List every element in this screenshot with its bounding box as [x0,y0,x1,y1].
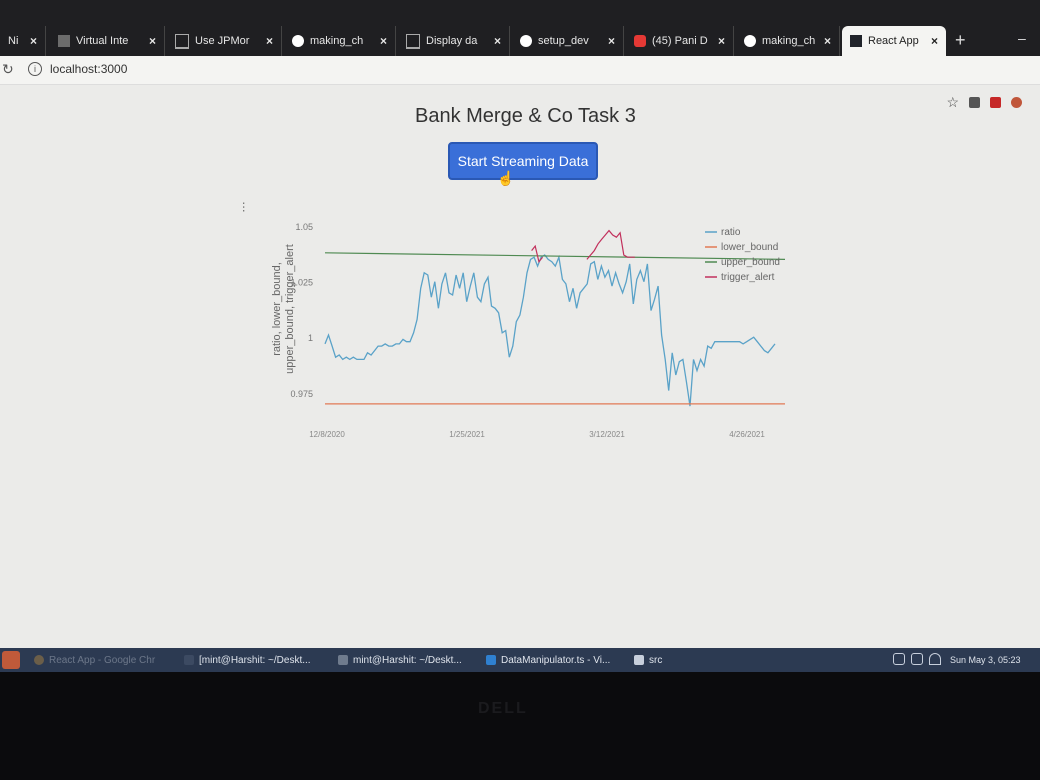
y-tick-label: 1 [308,333,313,343]
info-icon[interactable]: i [28,62,42,76]
tab-6[interactable]: (45) Pani D × [626,26,734,56]
reload-icon[interactable]: ↻ [2,61,14,77]
tab-label: (45) Pani D [652,35,708,47]
series-line-upper-bound [324,252,786,260]
triangle-icon [175,33,189,49]
x-tick-label: 1/25/2021 [449,430,485,439]
series-line-trigger-alert [531,229,635,264]
taskbar-item-folder[interactable]: src [634,648,694,672]
tab-label: making_ch [310,35,364,47]
tab-close-icon[interactable]: × [930,34,938,48]
tab-close-icon[interactable]: × [148,34,156,48]
tab-close-icon[interactable]: × [29,34,37,48]
youtube-icon [634,35,646,47]
tab-strip: Ni × Virtual Inte × Use JPMor × making_c… [0,0,1040,56]
x-tick-label: 3/12/2021 [589,430,625,439]
tab-0[interactable]: Ni × [0,26,46,56]
laptop-logo: DELL [478,700,528,717]
vscode-icon [486,655,496,665]
tab-label: Ni [8,35,19,47]
react-icon [850,35,862,47]
terminal-icon [184,655,194,665]
legend-label: upper_bound [721,257,780,268]
keyboard-icon[interactable] [911,653,923,665]
tab-label: Virtual Inte [76,35,129,47]
tab-close-icon[interactable]: × [823,34,831,48]
taskbar-item-chrome[interactable]: React App - Google Chr [34,648,174,672]
clock[interactable]: Sun May 3, 05:23 [950,655,1021,665]
y-tick-label: 1.025 [290,278,313,288]
start-streaming-button[interactable]: Start Streaming Data [448,142,598,180]
address-bar: ↻ i localhost:3000 [0,56,1040,85]
series-line-ratio [324,254,776,407]
url-field[interactable]: localhost:3000 [50,62,128,76]
extension-bar: ☆ [946,90,1040,114]
globe-icon [520,35,532,47]
tab-4[interactable]: Display da × [398,26,510,56]
triangle-icon [406,33,420,49]
tab-close-icon[interactable]: × [379,34,387,48]
globe-icon [744,35,756,47]
shield-icon[interactable] [893,653,905,665]
system-tray [893,653,941,665]
taskbar-item-label: DataManipulator.ts - Vi... [501,654,611,666]
menu-button[interactable] [2,651,20,669]
taskbar-item-label: mint@Harshit: ~/Deskt... [353,654,462,666]
tab-close-icon[interactable]: × [493,34,501,48]
y-tick-label: 0.975 [290,389,313,399]
legend-label: ratio [721,227,741,238]
tab-3[interactable]: making_ch × [284,26,396,56]
terminal-icon [338,655,348,665]
tab-5[interactable]: setup_dev × [512,26,624,56]
legend-label: lower_bound [721,242,778,253]
page-title: Bank Merge & Co Task 3 [415,105,636,127]
perspective-chart[interactable]: 1.05 1.025 1 0.975 12/8/2020 1/25/2021 3/12/20… [280,205,800,445]
x-tick-label: 12/8/2020 [309,430,345,439]
tab-label: React App [868,35,919,47]
taskbar-item-label: [mint@Harshit: ~/Deskt... [199,654,311,666]
taskbar-item-terminal-2[interactable]: mint@Harshit: ~/Deskt... [338,648,480,672]
x-tick-label: 4/26/2021 [729,430,765,439]
more-icon[interactable]: … [240,201,254,213]
extension-icon[interactable] [969,96,980,108]
office-icon[interactable] [990,96,1001,108]
tab-7[interactable]: making_ch × [736,26,840,56]
taskbar-item-terminal-1[interactable]: [mint@Harshit: ~/Deskt... [184,648,332,672]
profile-icon[interactable] [1011,96,1022,108]
y-tick-label: 1.05 [295,222,313,232]
screen: Ni × Virtual Inte × Use JPMor × making_c… [0,0,1040,672]
tab-favicon-icon [58,35,70,47]
tab-label: Use JPMor [195,35,250,47]
tab-label: setup_dev [538,35,589,47]
tab-react-app[interactable]: React App × [842,26,946,56]
minimize-button[interactable]: – [1018,30,1026,46]
tab-label: Display da [426,35,478,47]
folder-icon [634,655,644,665]
tab-close-icon[interactable]: × [265,34,273,48]
globe-icon [292,35,304,47]
tab-label: making_ch [762,35,816,47]
taskbar-item-vscode[interactable]: DataManipulator.ts - Vi... [486,648,628,672]
wifi-icon[interactable] [929,653,941,665]
legend-label: trigger_alert [721,272,775,283]
tab-close-icon[interactable]: × [717,34,725,48]
tab-2[interactable]: Use JPMor × [167,26,282,56]
tab-1[interactable]: Virtual Inte × [50,26,165,56]
new-tab-button[interactable]: + [955,30,966,50]
taskbar-item-label: src [649,654,663,666]
chrome-icon [34,655,44,665]
tab-close-icon[interactable]: × [607,34,615,48]
bookmark-star-icon[interactable]: ☆ [946,93,959,110]
taskbar-item-label: React App - Google Chr [49,654,156,666]
hand-cursor-icon: ☝ [497,170,515,186]
taskbar: React App - Google Chr [mint@Harshit: ~/… [0,648,1040,672]
